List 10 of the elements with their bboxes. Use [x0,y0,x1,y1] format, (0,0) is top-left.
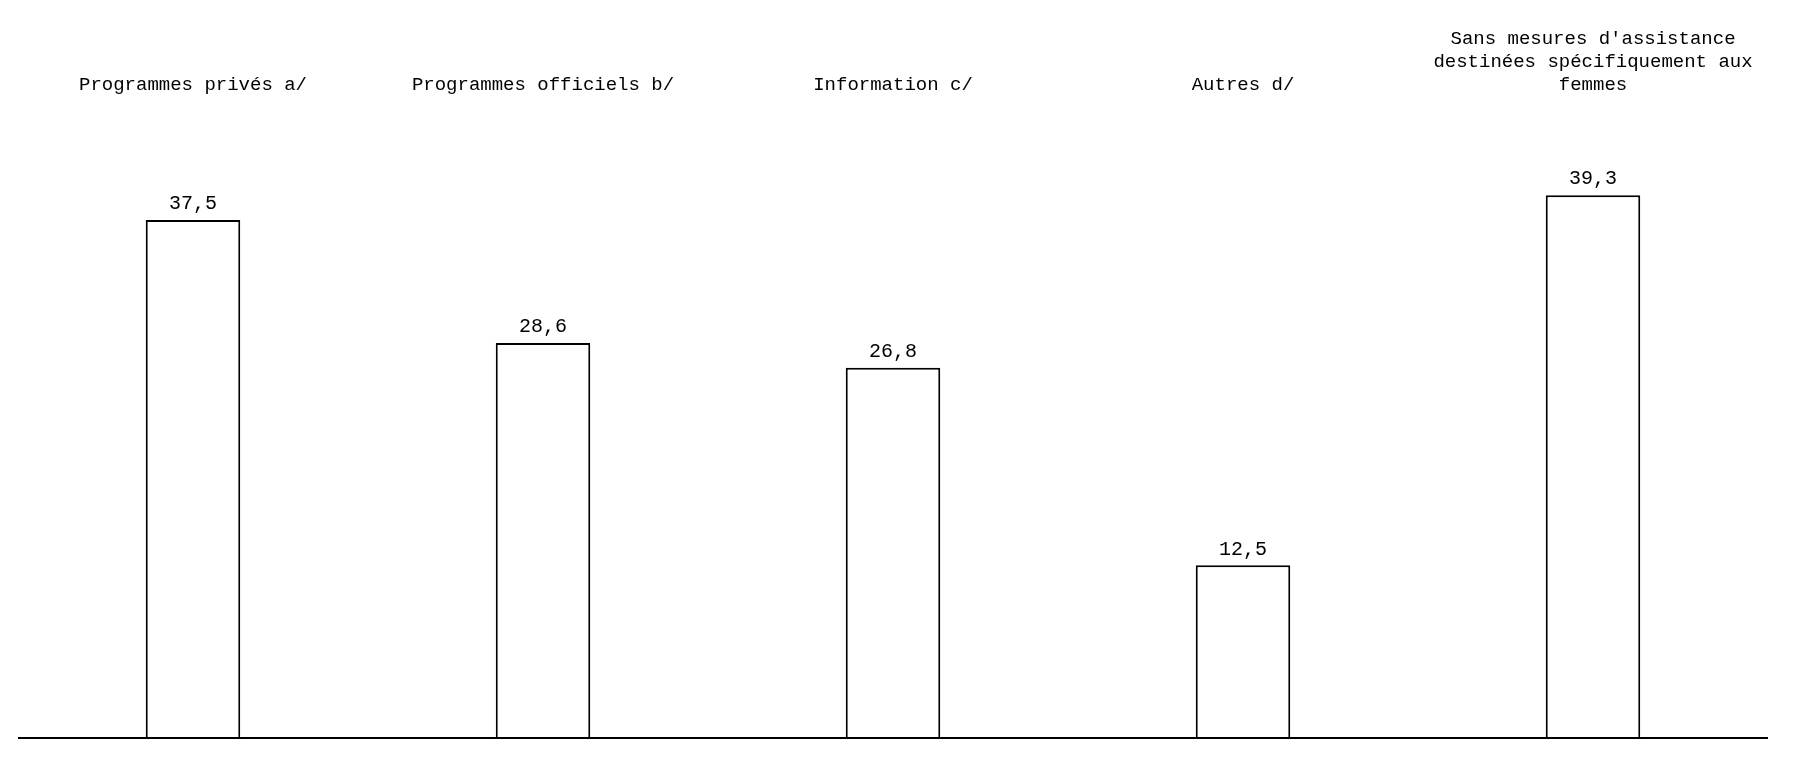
data-label: 12,5 [1218,537,1268,561]
x-tick-label: Information c/ [813,74,973,97]
x-tick-label: Autres d/ [1191,74,1295,97]
data-label: 37,5 [168,192,218,216]
x-tick-label: Programmes privés a/ [78,74,308,97]
data-label: 26,8 [868,340,918,364]
data-label: 39,3 [1568,167,1618,191]
x-tick-label: Sans mesures d'assistance destinées spécifiquement aux femmes [1433,28,1753,97]
x-tick-label: Programmes officiels b/ [411,74,675,97]
data-label: 28,6 [518,315,568,339]
